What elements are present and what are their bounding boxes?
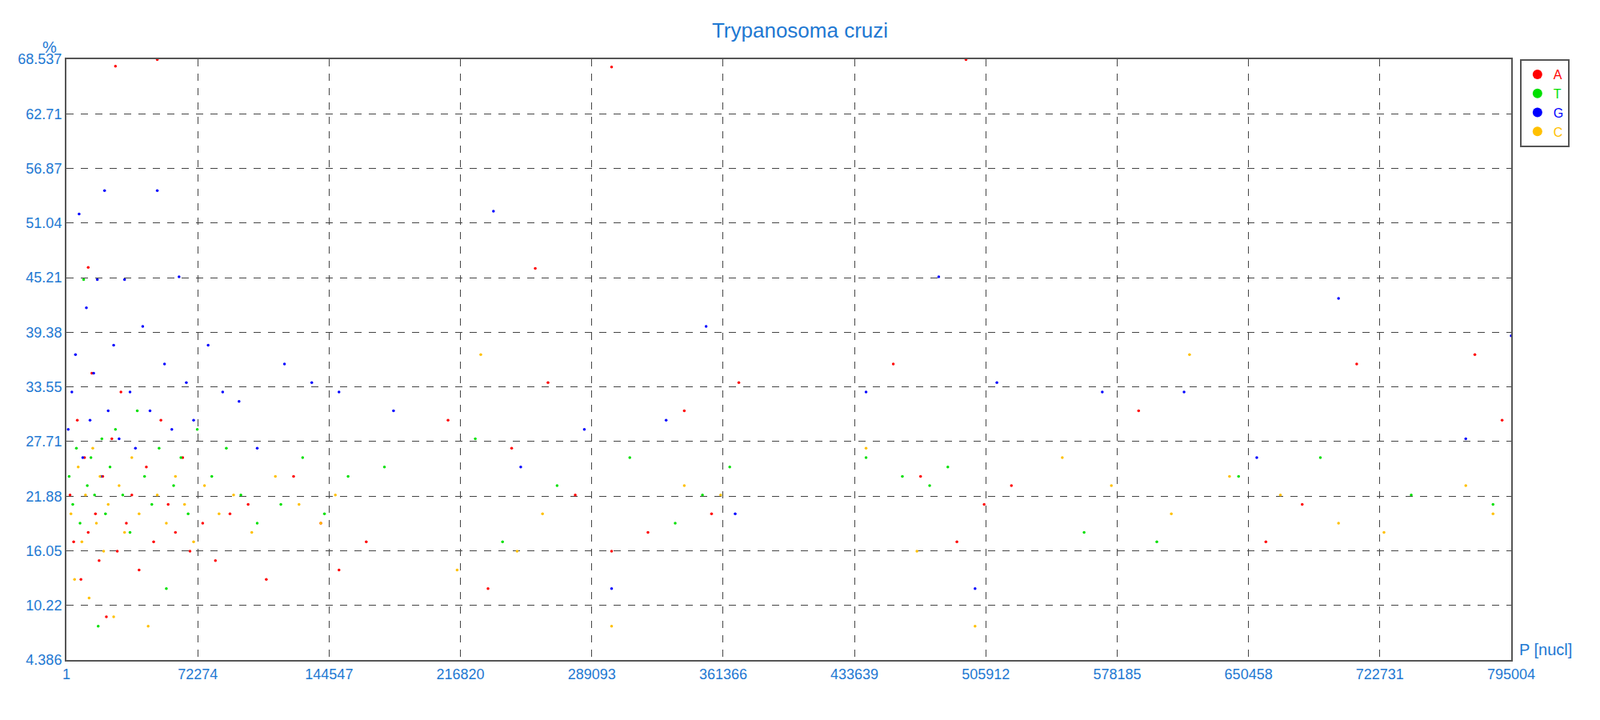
svg-text:27.71: 27.71 [25, 433, 62, 450]
svg-text:289093: 289093 [568, 666, 616, 683]
svg-text:650458: 650458 [1224, 666, 1273, 683]
svg-text:45.21: 45.21 [25, 269, 62, 286]
svg-text:433639: 433639 [830, 666, 879, 683]
svg-text:C: C [1553, 125, 1564, 140]
svg-text:361366: 361366 [699, 666, 748, 683]
svg-text:10.22: 10.22 [25, 597, 62, 614]
svg-text:4.386: 4.386 [25, 652, 62, 668]
svg-text:T: T [1553, 87, 1562, 101]
svg-text:39.38: 39.38 [25, 324, 62, 341]
svg-text:216820: 216820 [436, 666, 485, 683]
svg-text:33.55: 33.55 [25, 379, 62, 396]
svg-text:G: G [1553, 106, 1564, 120]
svg-text:722731: 722731 [1356, 666, 1404, 683]
svg-text:P [nucl]: P [nucl] [1519, 640, 1572, 659]
svg-text:505912: 505912 [961, 666, 1010, 683]
svg-text:578185: 578185 [1092, 666, 1141, 683]
svg-text:72274: 72274 [177, 666, 218, 683]
svg-text:56.87: 56.87 [25, 160, 62, 177]
svg-text:144547: 144547 [304, 666, 353, 683]
svg-text:62.71: 62.71 [25, 106, 62, 123]
svg-text:%: % [42, 38, 57, 56]
svg-text:21.88: 21.88 [25, 488, 62, 505]
svg-text:68.537: 68.537 [17, 51, 62, 68]
svg-text:16.05: 16.05 [25, 543, 62, 560]
svg-text:Trypanosoma cruzi: Trypanosoma cruzi [712, 18, 888, 43]
svg-text:A: A [1553, 68, 1563, 82]
svg-text:795004: 795004 [1487, 666, 1536, 683]
svg-text:51.04: 51.04 [25, 215, 62, 232]
svg-text:1: 1 [62, 666, 71, 683]
